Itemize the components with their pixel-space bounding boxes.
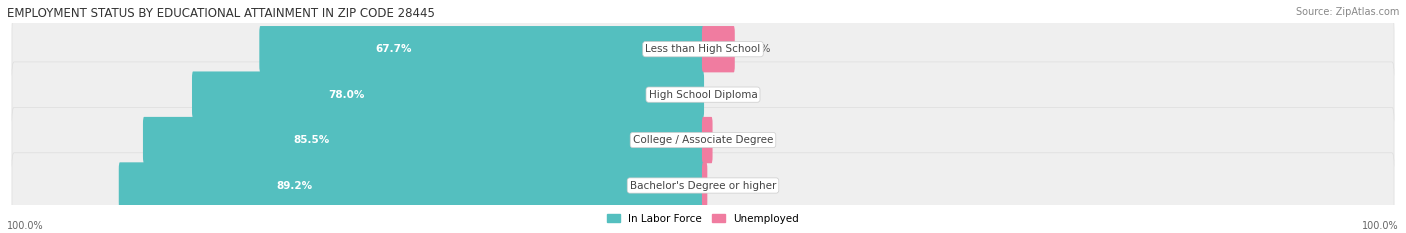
Text: High School Diploma: High School Diploma xyxy=(648,90,758,100)
Text: 100.0%: 100.0% xyxy=(1362,221,1399,231)
Text: Less than High School: Less than High School xyxy=(645,44,761,54)
FancyBboxPatch shape xyxy=(11,17,1395,82)
Text: Source: ZipAtlas.com: Source: ZipAtlas.com xyxy=(1295,7,1399,17)
FancyBboxPatch shape xyxy=(11,107,1395,173)
Text: 89.2%: 89.2% xyxy=(277,181,314,191)
Text: 4.7%: 4.7% xyxy=(744,44,770,54)
FancyBboxPatch shape xyxy=(11,153,1395,218)
Text: 0.5%: 0.5% xyxy=(717,181,744,191)
FancyBboxPatch shape xyxy=(702,26,735,72)
Text: EMPLOYMENT STATUS BY EDUCATIONAL ATTAINMENT IN ZIP CODE 28445: EMPLOYMENT STATUS BY EDUCATIONAL ATTAINM… xyxy=(7,7,434,20)
FancyBboxPatch shape xyxy=(143,117,704,163)
FancyBboxPatch shape xyxy=(702,162,707,209)
Text: 78.0%: 78.0% xyxy=(328,90,364,100)
Text: 85.5%: 85.5% xyxy=(294,135,330,145)
FancyBboxPatch shape xyxy=(193,72,704,118)
FancyBboxPatch shape xyxy=(11,62,1395,127)
FancyBboxPatch shape xyxy=(118,162,704,209)
Text: 67.7%: 67.7% xyxy=(375,44,412,54)
Text: 0.0%: 0.0% xyxy=(714,90,740,100)
Legend: In Labor Force, Unemployed: In Labor Force, Unemployed xyxy=(603,209,803,228)
FancyBboxPatch shape xyxy=(702,117,713,163)
Text: 100.0%: 100.0% xyxy=(7,221,44,231)
Text: College / Associate Degree: College / Associate Degree xyxy=(633,135,773,145)
Text: 1.3%: 1.3% xyxy=(723,135,748,145)
Text: Bachelor's Degree or higher: Bachelor's Degree or higher xyxy=(630,181,776,191)
FancyBboxPatch shape xyxy=(259,26,704,72)
